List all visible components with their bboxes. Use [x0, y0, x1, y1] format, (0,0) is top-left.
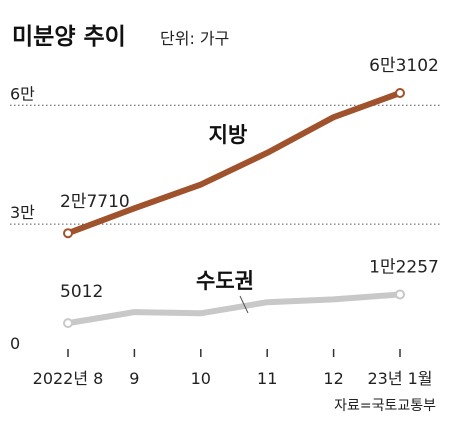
- series-lines: [63, 88, 405, 329]
- series-name-label: 수도권: [196, 269, 254, 293]
- y-tick-label: 0: [10, 334, 20, 353]
- start-value-label: 5012: [60, 282, 103, 302]
- data-point: [395, 289, 405, 300]
- chart-title: 미분양 추이: [12, 24, 126, 50]
- y-tick-label: 3만: [10, 203, 35, 222]
- source-note: 자료=국토교통부: [334, 398, 436, 414]
- end-value-label: 6만3102: [369, 56, 439, 76]
- x-tick-label: 12: [323, 369, 343, 388]
- chart-subtitle: 단위: 가구: [160, 29, 229, 48]
- x-axis: 2022년 8 9 10 11 12 23년 1월: [33, 349, 433, 388]
- series-line-regional: [65, 90, 403, 237]
- data-labels: 2만7710 6만3102 지방 5012 1만2257 수도권: [60, 56, 439, 314]
- end-value-label: 1만2257: [369, 257, 439, 277]
- series-line-capital: [65, 291, 403, 327]
- y-axis: 0 3만 6만: [10, 84, 35, 353]
- series-name-leader: [239, 295, 249, 314]
- x-tick-label: 10: [191, 369, 211, 388]
- data-point: [395, 88, 405, 98]
- x-tick-label: 11: [257, 369, 277, 388]
- y-tick-label: 6만: [10, 84, 35, 103]
- series-name-label: 지방: [209, 123, 248, 147]
- x-tick-label: 23년 1월: [367, 369, 432, 388]
- x-tick-label: 2022년 8: [33, 369, 104, 388]
- start-value-label: 2만7710: [60, 192, 130, 212]
- data-point: [63, 318, 73, 329]
- x-tick-label: 9: [129, 369, 139, 388]
- data-point: [63, 228, 73, 239]
